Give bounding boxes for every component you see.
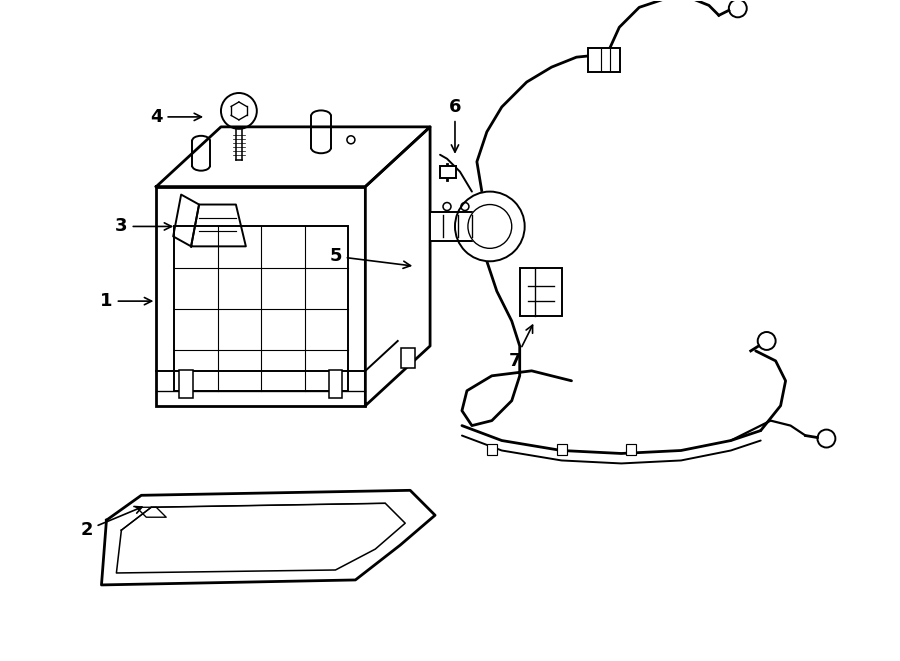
FancyBboxPatch shape: [626, 444, 636, 455]
FancyBboxPatch shape: [430, 212, 482, 241]
Circle shape: [221, 93, 256, 129]
FancyBboxPatch shape: [556, 444, 566, 455]
FancyBboxPatch shape: [328, 370, 343, 398]
FancyBboxPatch shape: [487, 444, 497, 455]
FancyBboxPatch shape: [157, 186, 365, 406]
Circle shape: [468, 204, 512, 249]
Text: 2: 2: [80, 506, 142, 539]
Circle shape: [455, 192, 525, 261]
Polygon shape: [365, 127, 430, 406]
FancyBboxPatch shape: [401, 348, 415, 368]
FancyBboxPatch shape: [179, 370, 194, 398]
Polygon shape: [157, 127, 430, 186]
Text: 4: 4: [150, 108, 202, 126]
Polygon shape: [173, 194, 199, 247]
Text: 7: 7: [508, 325, 533, 370]
FancyBboxPatch shape: [589, 48, 620, 72]
FancyBboxPatch shape: [519, 268, 562, 316]
Text: 3: 3: [115, 217, 172, 235]
FancyBboxPatch shape: [236, 129, 242, 160]
Text: 6: 6: [449, 98, 461, 152]
Text: 1: 1: [100, 292, 151, 310]
Text: 5: 5: [329, 247, 410, 268]
Polygon shape: [191, 204, 246, 247]
FancyBboxPatch shape: [440, 166, 456, 178]
